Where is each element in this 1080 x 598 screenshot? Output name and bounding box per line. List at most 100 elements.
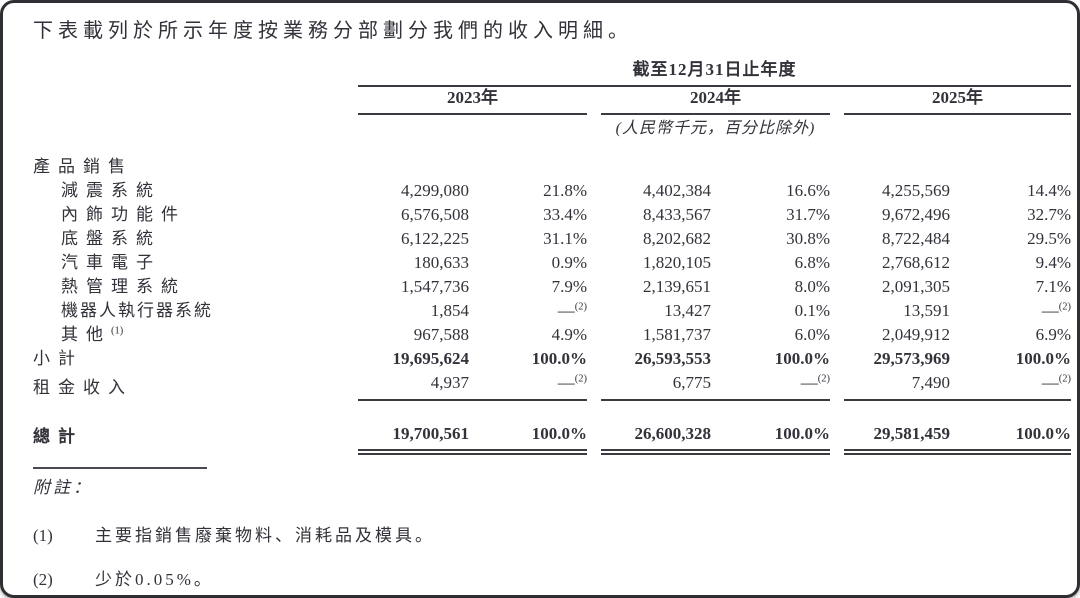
value-cell-2023: 4,299,080: [401, 181, 469, 200]
row-total: 總計 19,700,561 100.0% 26,600,328 100.0% 2…: [33, 420, 1071, 455]
year-header-row: 2023年 2024年 2025年: [33, 86, 1071, 115]
footnote-2: (2) 少於0.05%。: [33, 569, 1071, 591]
value-cell-2023: 4,937: [358, 371, 469, 401]
spacer: [33, 141, 1071, 155]
column-gap: [830, 347, 844, 371]
empty-cell: [844, 114, 1071, 141]
value-cell-2023: 967,588: [413, 325, 469, 344]
period-header-row: 截至12月31日止年度: [33, 59, 1071, 87]
page-content: 下表載列於所示年度按業務分部劃分我們的收入明細。 截至12月31日止年度 202…: [3, 3, 1077, 591]
column-gap: [587, 86, 601, 114]
column-gap: [830, 86, 844, 114]
empty-cell: [33, 86, 358, 114]
percent-cell-2025: —(2): [950, 371, 1071, 401]
row-damping-systems: 減震系統 4,299,080 21.8% 4,402,384 16.6% 4,2…: [33, 179, 1071, 203]
percent-cell-2023: 0.9%: [551, 253, 587, 272]
percent-cell-2025: 32.7%: [1027, 205, 1071, 224]
value-cell-2024: 26,600,328: [601, 420, 711, 455]
column-gap: [587, 251, 601, 275]
column-gap: [587, 203, 601, 227]
year-header-2024: 2024年: [601, 86, 830, 115]
percent-cell-2023: —(2): [469, 371, 587, 401]
value-cell-2023: 19,700,561: [358, 420, 469, 455]
value-cell-2024: 6,775: [601, 371, 711, 401]
row-label: 租金收入: [33, 378, 133, 397]
percent-cell-2024: —(2): [711, 371, 830, 401]
row-label: 汽車電子: [61, 253, 161, 272]
column-gap: [587, 179, 601, 203]
footnote-number: (1): [33, 526, 53, 545]
column-gap: [587, 323, 601, 347]
footnote-text: 主要指銷售廢棄物料、消耗品及模具。: [95, 526, 435, 545]
percent-cell-2024: 8.0%: [794, 277, 830, 296]
row-others: 其他(1) 967,588 4.9% 1,581,737 6.0% 2,049,…: [33, 323, 1071, 347]
column-gap: [830, 420, 844, 452]
value-cell-2024: 4,402,384: [643, 181, 711, 200]
value-cell-2023: 6,122,225: [401, 229, 469, 248]
column-gap: [830, 203, 844, 227]
percent-cell-2024: 6.8%: [794, 253, 830, 272]
value-cell-2023: 19,695,624: [392, 349, 470, 368]
column-gap: [830, 179, 844, 203]
value-cell-2024: 13,427: [664, 301, 711, 320]
year-header-2023: 2023年: [358, 86, 587, 115]
percent-cell-2023: 4.9%: [551, 325, 587, 344]
footnotes-section: 附註： (1) 主要指銷售廢棄物料、消耗品及模具。 (2) 少於0.05%。: [33, 467, 1071, 591]
unit-note-row: (人民幣千元，百分比除外): [33, 114, 1071, 141]
column-gap: [587, 420, 601, 452]
value-cell-2025: 29,573,969: [873, 349, 951, 368]
value-cell-2024: 8,202,682: [643, 229, 711, 248]
row-subtotal: 小計 19,695,624 100.0% 26,593,553 100.0% 2…: [33, 347, 1071, 371]
percent-cell-2023: 7.9%: [551, 277, 587, 296]
footnote-text: 少於0.05%。: [95, 570, 214, 589]
column-gap: [830, 251, 844, 275]
value-cell-2025: 2,768,612: [882, 253, 950, 272]
row-label: 底盤系統: [61, 229, 161, 248]
percent-cell-2023: 31.1%: [543, 229, 587, 248]
spacer-row: [33, 400, 1071, 420]
percent-cell-2025: —(2): [1041, 301, 1071, 320]
value-cell-2025: 4,255,569: [882, 181, 950, 200]
value-cell-2023: 1,547,736: [401, 277, 469, 296]
percent-cell-2024: 31.7%: [786, 205, 830, 224]
row-label: 小計: [33, 349, 83, 368]
empty-cell: [33, 59, 358, 86]
value-cell-2024: 26,593,553: [634, 349, 712, 368]
column-gap: [587, 275, 601, 299]
page-title: 下表載列於所示年度按業務分部劃分我們的收入明細。: [33, 20, 633, 42]
period-header: 截至12月31日止年度: [358, 59, 1071, 87]
column-gap: [830, 299, 844, 323]
value-cell-2025: 29,581,459: [844, 420, 950, 455]
percent-cell-2023: 21.8%: [543, 181, 587, 200]
column-gap: [587, 227, 601, 251]
value-cell-2024: 2,139,651: [643, 277, 711, 296]
percent-cell-2025: 100.0%: [1015, 349, 1071, 368]
row-label: 其他(1): [61, 325, 124, 344]
row-rental-income: 租金收入 4,937 —(2) 6,775 —(2) 7,490 —(2): [33, 371, 1071, 401]
value-cell-2025: 9,672,496: [882, 205, 950, 224]
column-gap: [587, 299, 601, 323]
column-gap: [587, 371, 601, 400]
row-thermal-management: 熱管理系統 1,547,736 7.9% 2,139,651 8.0% 2,09…: [33, 275, 1071, 299]
row-product-sales: 產品銷售: [33, 155, 1071, 179]
footnote-number: (2): [33, 570, 53, 589]
value-cell-2025: 13,591: [903, 301, 950, 320]
column-gap: [830, 227, 844, 251]
empty-cell: [358, 114, 587, 141]
row-automotive-electronics: 汽車電子 180,633 0.9% 1,820,105 6.8% 2,768,6…: [33, 251, 1071, 275]
value-cell-2023: 1,854: [430, 301, 469, 320]
empty-cell: [33, 114, 358, 141]
percent-cell-2024: 6.0%: [794, 325, 830, 344]
value-cell-2024: 8,433,567: [643, 205, 711, 224]
percent-cell-2023: —(2): [557, 301, 587, 320]
row-label: 總計: [33, 427, 83, 446]
percent-cell-2025: 6.9%: [1035, 325, 1071, 344]
percent-cell-2023: 100.0%: [469, 420, 587, 455]
footnotes-divider: [33, 467, 207, 469]
row-chassis-systems: 底盤系統 6,122,225 31.1% 8,202,682 30.8% 8,7…: [33, 227, 1071, 251]
value-cell-2024: 1,820,105: [643, 253, 711, 272]
percent-cell-2024: 100.0%: [774, 349, 830, 368]
percent-cell-2024: 0.1%: [794, 301, 830, 320]
row-robot-actuator-systems: 機器人執行器系統 1,854 —(2) 13,427 0.1% 13,591 —…: [33, 299, 1071, 323]
row-label: 機器人執行器系統: [61, 301, 213, 320]
